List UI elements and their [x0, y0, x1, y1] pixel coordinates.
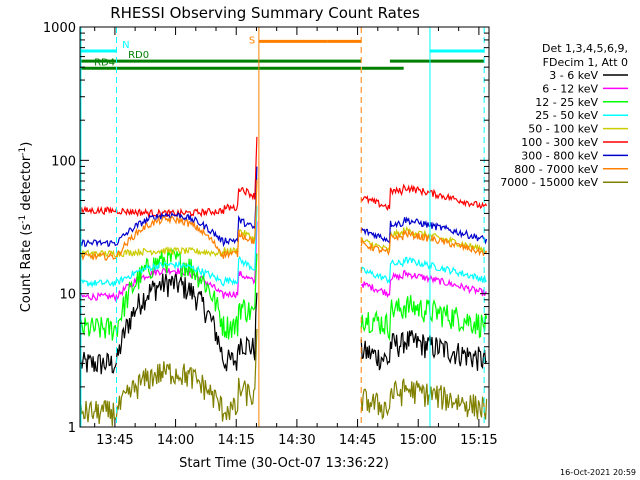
legend-label: 100 - 300 keV	[521, 136, 598, 149]
series-line	[80, 272, 258, 375]
x-tick-label: 15:00	[399, 433, 436, 448]
data-layer	[80, 136, 488, 427]
state-bar-label: RD0	[128, 50, 149, 61]
series-line	[360, 269, 487, 299]
series-line	[360, 228, 488, 257]
series-line	[360, 378, 488, 420]
legend-label: 800 - 7000 keV	[514, 163, 598, 176]
y-axis-label-main: Count Rate (s	[19, 224, 34, 313]
y-axis: 1 10 100 1000	[43, 21, 489, 436]
x-tick-label: 14:15	[217, 433, 254, 448]
series-line	[360, 295, 488, 342]
legend: Det 1,3,4,5,6,9, FDecim 1, Att 0 3 - 6 k…	[500, 42, 628, 189]
y-axis-label: Count Rate (s-1 detector-1)	[18, 142, 34, 313]
y-tick-label: 1000	[43, 21, 76, 36]
marker-lines	[80, 27, 485, 427]
legend-label: 12 - 25 keV	[535, 96, 598, 109]
y-axis-label-sup2: -1	[18, 147, 28, 156]
legend-label: 7000 - 15000 keV	[500, 176, 598, 189]
series-line	[80, 205, 258, 289]
x-tick-label: 14:45	[339, 433, 376, 448]
legend-label: 25 - 50 keV	[535, 109, 598, 122]
series-line	[360, 216, 488, 245]
series-line	[360, 256, 487, 285]
y-tick-label: 10	[59, 288, 76, 303]
state-bar-label: S	[249, 35, 255, 46]
legend-header-1: Det 1,3,4,5,6,9,	[542, 42, 628, 55]
x-tick-label: 13:45	[96, 433, 133, 448]
y-tick-label: 1	[68, 421, 76, 436]
series-line	[80, 166, 258, 248]
series-line	[360, 330, 488, 371]
series-line	[80, 221, 258, 303]
legend-label: 6 - 12 keV	[542, 82, 598, 95]
x-tick-label: 14:00	[157, 433, 194, 448]
series-line	[80, 248, 258, 341]
legend-header-2: FDecim 1, Att 0	[543, 56, 628, 69]
state-bar-label: RD4	[94, 57, 115, 68]
x-tick-label: 15:15	[460, 433, 497, 448]
series-line	[360, 183, 488, 212]
timestamp: 16-Oct-2021 20:59	[560, 468, 636, 477]
state-bar-label: N	[122, 40, 129, 51]
legend-label: 3 - 6 keV	[549, 69, 598, 82]
legend-label: 50 - 100 keV	[528, 123, 598, 136]
y-axis-label-end: )	[19, 142, 34, 147]
state-bars: N S RD0 RD4	[80, 35, 485, 70]
series-line	[80, 136, 258, 219]
plot-frame	[79, 26, 490, 428]
chart-title: RHESSI Observing Summary Count Rates	[110, 4, 420, 22]
series-line	[80, 179, 258, 261]
x-tick-label: 14:30	[278, 433, 315, 448]
x-axis-label: Start Time (30-Oct-07 13:36:22)	[179, 456, 389, 471]
legend-label: 300 - 800 keV	[521, 149, 598, 162]
y-tick-label: 100	[51, 154, 76, 169]
y-axis-label-sup1: -1	[18, 215, 28, 224]
y-axis-label-mid: detector	[19, 155, 34, 215]
series-line	[80, 328, 258, 427]
x-axis: 13:45 14:00 14:15 14:30 14:45 15:00 15:15	[94, 27, 498, 448]
